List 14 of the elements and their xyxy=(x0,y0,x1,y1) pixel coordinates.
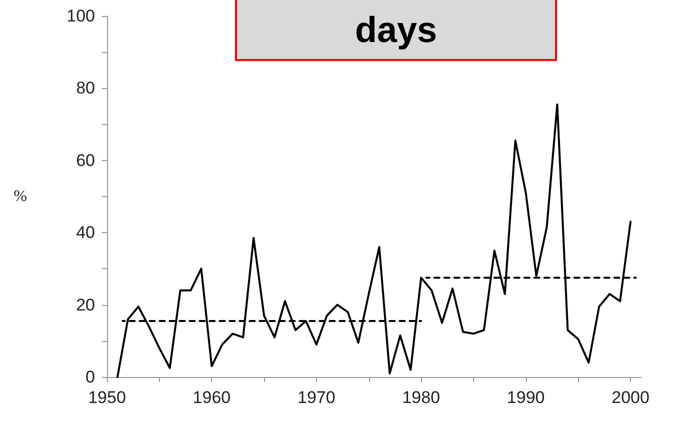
chart-title: days xyxy=(354,8,438,52)
x-tick-label: 2000 xyxy=(612,388,650,407)
x-tick-label: 1960 xyxy=(192,388,231,407)
y-tick-label: 0 xyxy=(86,368,95,386)
y-tick-label: 40 xyxy=(76,223,95,242)
x-tick-label: 1990 xyxy=(506,388,545,407)
y-tick-label: 100 xyxy=(66,6,95,26)
y-tick-label: 20 xyxy=(76,295,95,314)
y-tick-label: 80 xyxy=(76,78,95,98)
y-axis-title: % xyxy=(14,188,27,205)
x-tick-label: 1970 xyxy=(298,388,336,407)
x-tick-label: 1980 xyxy=(402,388,440,407)
y-tick-label: 60 xyxy=(76,150,95,170)
x-tick-label: 1950 xyxy=(88,388,126,407)
